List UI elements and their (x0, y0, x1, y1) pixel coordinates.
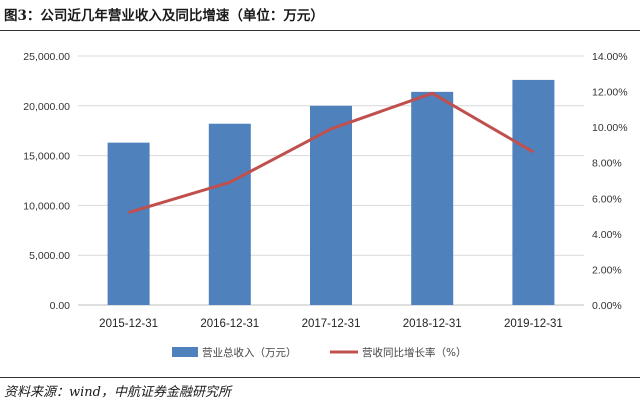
left-axis-tick-label: 25,000.00 (23, 51, 70, 63)
x-axis-tick-label: 2017-12-31 (302, 318, 361, 330)
right-axis-tick-label: 14.00% (592, 51, 628, 63)
legend-label: 营业总收入（万元） (202, 346, 297, 359)
x-axis-tick-label: 2015-12-31 (99, 318, 158, 330)
left-axis-tick-label: 20,000.00 (23, 101, 70, 113)
x-axis-tick-label: 2018-12-31 (403, 318, 462, 330)
x-axis-tick-label: 2016-12-31 (200, 318, 259, 330)
legend-swatch-bar (172, 347, 198, 357)
bar (310, 105, 352, 305)
right-axis-tick-label: 2.00% (592, 264, 622, 276)
legend: 营业总收入（万元） 营收同比增长率（%） (172, 346, 466, 359)
left-axis-tick-label: 10,000.00 (23, 200, 70, 212)
bar (512, 79, 555, 306)
bar (411, 91, 454, 305)
left-axis-tick-label: 5,000.00 (29, 250, 70, 262)
right-axis-tick-label: 0.00% (592, 300, 622, 312)
legend-label: 营收同比增长率（%） (362, 346, 466, 359)
line-series (128, 91, 535, 214)
left-axis-ticks: 0.00 5,000.00 10,000.00 15,000.00 20,000.00 2… (23, 51, 70, 312)
bar (208, 123, 251, 305)
x-axis-tick-label: 2019-12-31 (504, 318, 563, 330)
bar (107, 142, 150, 305)
right-axis-tick-label: 8.00% (592, 158, 622, 170)
right-axis-ticks: 0.00% 2.00% 4.00% 6.00% 8.00% 10.00% 12.00% 14.… (592, 51, 628, 312)
left-axis-tick-label: 15,000.00 (23, 151, 70, 163)
chart: 0.00 5,000.00 10,000.00 15,000.00 20,000.00 2… (23, 51, 628, 359)
figure-title: 图3：公司近几年营业收入及同比增速（单位：万元） (4, 8, 324, 24)
x-axis-ticks: 2015-12-31 2016-12-31 2017-12-31 2018-12-31… (99, 318, 563, 330)
source-note: 资料来源：wind，中航证券金融研究所 (4, 385, 231, 400)
bar-series (107, 79, 555, 306)
right-axis-tick-label: 10.00% (592, 122, 628, 134)
title-divider (0, 30, 640, 31)
left-axis-tick-label: 0.00 (50, 300, 71, 312)
right-axis-tick-label: 12.00% (592, 87, 628, 99)
bottom-divider (0, 377, 640, 378)
right-axis-tick-label: 4.00% (592, 229, 622, 241)
right-axis-tick-label: 6.00% (592, 193, 622, 205)
